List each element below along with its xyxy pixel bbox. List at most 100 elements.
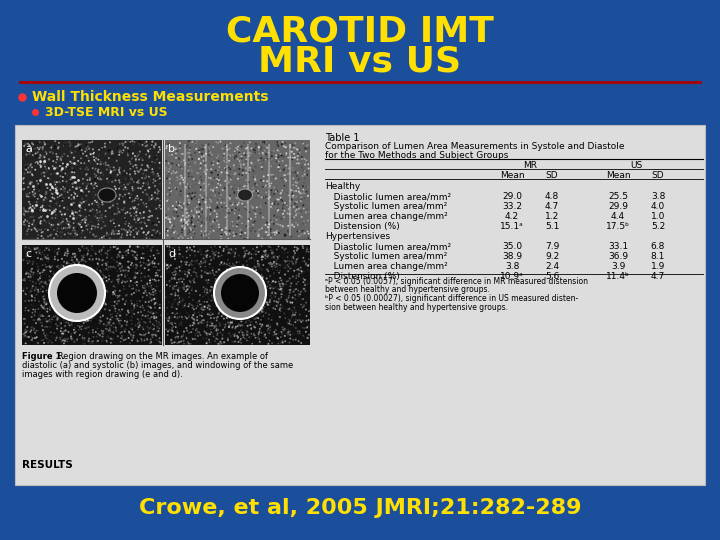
Point — [113, 272, 125, 280]
Point — [164, 243, 176, 252]
Point — [298, 189, 310, 198]
Point — [301, 206, 312, 214]
Point — [104, 187, 116, 195]
Point — [188, 268, 199, 276]
Point — [29, 311, 40, 320]
Point — [38, 225, 50, 234]
Point — [276, 330, 288, 339]
Point — [230, 166, 241, 175]
Point — [125, 261, 137, 269]
Point — [74, 203, 86, 212]
Point — [68, 211, 80, 220]
Point — [78, 335, 90, 343]
Point — [68, 316, 80, 325]
Point — [42, 174, 54, 183]
Point — [248, 320, 260, 329]
Point — [297, 219, 309, 228]
Point — [32, 327, 44, 335]
Text: 10.9ᵃ: 10.9ᵃ — [500, 272, 524, 281]
Point — [153, 324, 165, 333]
Point — [69, 211, 81, 219]
Point — [85, 137, 96, 146]
Point — [269, 261, 280, 270]
Point — [270, 326, 282, 334]
Point — [183, 302, 194, 310]
Point — [292, 327, 304, 335]
Point — [175, 300, 186, 308]
Point — [37, 293, 49, 301]
Point — [183, 339, 194, 348]
Point — [88, 309, 99, 318]
Point — [80, 324, 91, 333]
Point — [112, 258, 123, 266]
Point — [65, 178, 76, 186]
Point — [281, 296, 292, 305]
Point — [117, 141, 129, 150]
Point — [236, 178, 248, 186]
Point — [296, 163, 307, 172]
Point — [187, 302, 199, 310]
Point — [193, 195, 204, 204]
Point — [102, 295, 114, 304]
Point — [266, 247, 277, 255]
Point — [43, 293, 55, 301]
Point — [47, 190, 58, 198]
Point — [292, 329, 304, 338]
Point — [242, 181, 253, 190]
Point — [41, 318, 53, 326]
Point — [128, 321, 140, 330]
Point — [199, 285, 211, 293]
Point — [202, 251, 213, 260]
Point — [52, 315, 63, 323]
Point — [174, 198, 186, 207]
Point — [122, 263, 134, 272]
Point — [163, 191, 175, 199]
Point — [276, 284, 287, 293]
Point — [38, 295, 50, 304]
Point — [129, 185, 140, 193]
Point — [142, 280, 153, 288]
Point — [211, 222, 222, 231]
Text: 1.2: 1.2 — [545, 212, 559, 221]
Point — [264, 336, 275, 345]
Point — [22, 333, 33, 341]
Point — [297, 280, 308, 288]
Point — [265, 230, 276, 239]
Point — [35, 170, 47, 178]
Point — [167, 157, 179, 166]
Point — [62, 315, 73, 323]
Point — [98, 266, 109, 274]
Point — [37, 197, 49, 206]
Point — [122, 267, 133, 276]
Point — [86, 276, 98, 285]
Point — [189, 148, 201, 157]
Point — [201, 213, 212, 222]
Point — [101, 165, 112, 174]
Point — [70, 184, 81, 193]
Point — [162, 261, 174, 269]
Point — [98, 259, 109, 268]
Point — [249, 323, 261, 332]
Point — [88, 187, 99, 196]
Point — [38, 302, 50, 310]
Point — [25, 266, 37, 275]
Point — [232, 145, 243, 154]
Point — [91, 254, 102, 263]
Point — [194, 245, 206, 254]
Point — [164, 175, 176, 184]
Point — [66, 253, 78, 262]
Point — [61, 334, 73, 342]
Point — [63, 292, 75, 301]
Point — [218, 269, 230, 278]
Point — [229, 332, 240, 341]
Point — [131, 281, 143, 289]
Point — [120, 138, 131, 146]
Point — [220, 228, 231, 237]
Point — [58, 339, 70, 348]
Point — [153, 337, 165, 346]
Point — [279, 256, 290, 265]
Point — [204, 338, 215, 347]
Point — [22, 207, 33, 215]
Point — [261, 265, 273, 274]
Point — [73, 219, 84, 228]
